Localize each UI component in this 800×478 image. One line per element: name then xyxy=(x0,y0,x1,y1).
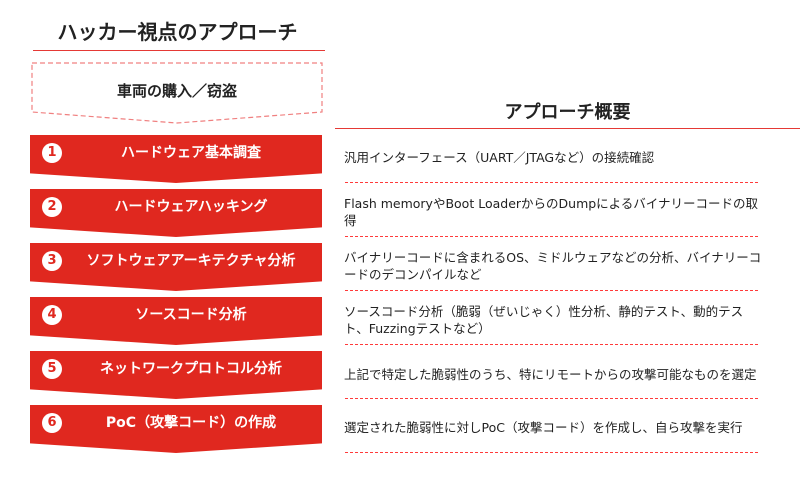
dashed-divider xyxy=(345,290,758,291)
description-5: 上記で特定した脆弱性のうち、特にリモートからの攻撃可能なものを選定 xyxy=(344,367,757,382)
step-number: 1 xyxy=(42,143,62,163)
start-label: 車両の購入／窃盗 xyxy=(116,82,237,100)
step-label: ハードウェアハッキング xyxy=(114,199,268,215)
dashed-divider xyxy=(345,182,758,183)
dashed-divider xyxy=(345,344,758,345)
step-number: 2 xyxy=(42,197,62,217)
right-title: アプローチ概要 xyxy=(504,102,631,123)
step-label: ソフトウェアアーキテクチャ分析 xyxy=(86,253,296,269)
step-label: ハードウェア基本調査 xyxy=(121,145,261,161)
step-label: PoC（攻撃コード）の作成 xyxy=(105,415,277,431)
description-3: バイナリーコードに含まれるOS、ミドルウェアなどの分析、バイナリーコードのデコン… xyxy=(344,250,762,282)
description-6: 選定された脆弱性に対しPoC（攻撃コード）を作成し、自ら攻撃を実行 xyxy=(344,420,743,435)
step-label: ソースコード分析 xyxy=(135,307,247,323)
dashed-divider xyxy=(345,452,758,453)
start-chevron xyxy=(31,62,323,124)
dashed-divider xyxy=(345,398,758,399)
step-number: 5 xyxy=(42,359,62,379)
step-number: 6 xyxy=(42,413,62,433)
step-2: 2 ハードウェアハッキング xyxy=(30,189,322,237)
step-3: 3 ソフトウェアアーキテクチャ分析 xyxy=(30,243,322,291)
step-label: ネットワークプロトコル分析 xyxy=(100,361,282,377)
step-5: 5 ネットワークプロトコル分析 xyxy=(30,351,322,399)
step-4: 4 ソースコード分析 xyxy=(30,297,322,345)
divider xyxy=(33,50,325,51)
step-1: 1 ハードウェア基本調査 xyxy=(30,135,322,183)
description-2: Flash memoryやBoot LoaderからのDumpによるバイナリーコ… xyxy=(344,196,759,228)
description-4: ソースコード分析（脆弱（ぜいじゃく）性分析、静的テスト、動的テスト、Fuzzin… xyxy=(344,304,744,336)
step-number: 4 xyxy=(42,305,62,325)
dashed-divider xyxy=(345,236,758,237)
divider xyxy=(335,128,800,129)
step-6: 6 PoC（攻撃コード）の作成 xyxy=(30,405,322,453)
step-number: 3 xyxy=(42,251,62,271)
left-title: ハッカー視点のアプローチ xyxy=(57,20,298,44)
description-1: 汎用インターフェース（UART／JTAGなど）の接続確認 xyxy=(344,150,655,165)
